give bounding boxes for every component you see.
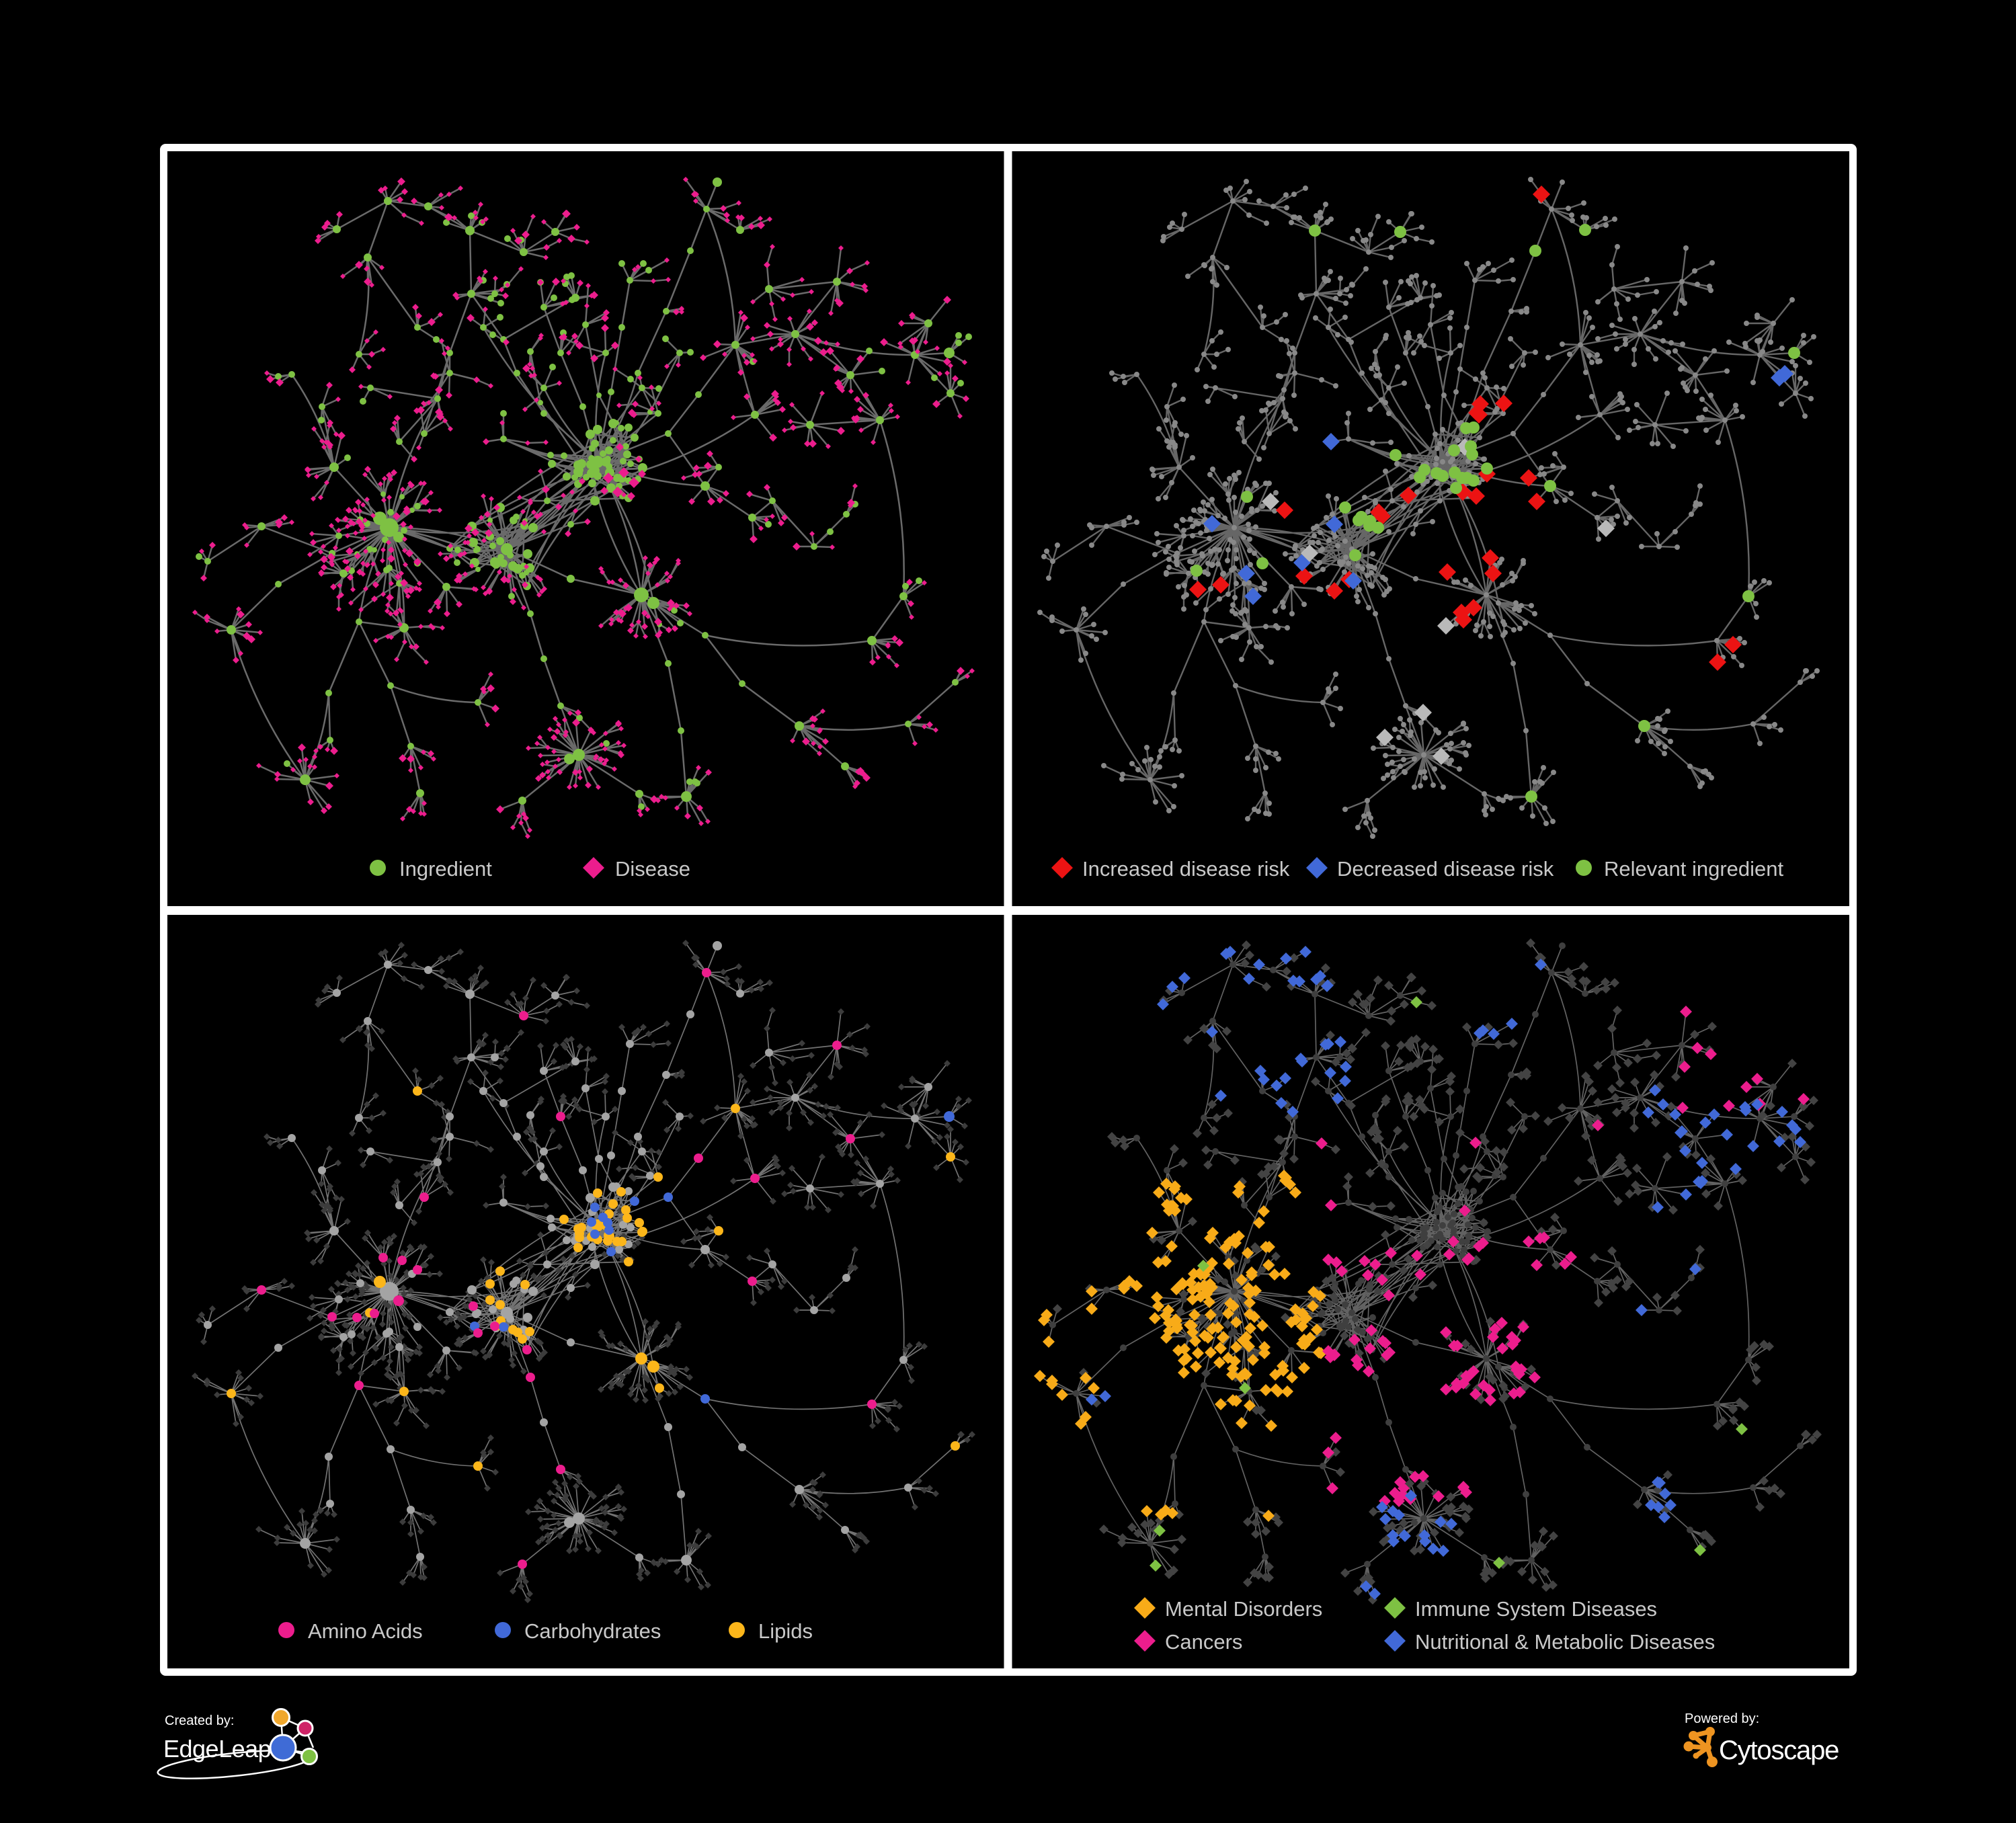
svg-text:Lipids: Lipids bbox=[758, 1619, 813, 1643]
svg-text:Relevant ingredient: Relevant ingredient bbox=[1604, 857, 1784, 881]
svg-text:Immune System Diseases: Immune System Diseases bbox=[1415, 1597, 1657, 1621]
svg-text:Carbohydrates: Carbohydrates bbox=[524, 1619, 661, 1643]
svg-text:Disease: Disease bbox=[615, 857, 690, 881]
svg-text:Ingredient: Ingredient bbox=[399, 857, 492, 881]
svg-text:Cytoscape: Cytoscape bbox=[1719, 1736, 1839, 1765]
svg-text:Powered by:: Powered by: bbox=[1685, 1711, 1759, 1726]
svg-text:Cancers: Cancers bbox=[1165, 1630, 1242, 1654]
svg-text:Decreased disease risk: Decreased disease risk bbox=[1337, 857, 1554, 881]
svg-text:Increased disease risk: Increased disease risk bbox=[1082, 857, 1290, 881]
svg-text:Mental Disorders: Mental Disorders bbox=[1165, 1597, 1322, 1621]
svg-text:Nutritional & Metabolic Diseas: Nutritional & Metabolic Diseases bbox=[1415, 1630, 1715, 1654]
svg-text:Amino Acids: Amino Acids bbox=[308, 1619, 423, 1643]
svg-text:Created by:: Created by: bbox=[165, 1713, 234, 1728]
svg-text:EdgeLeap: EdgeLeap bbox=[163, 1735, 271, 1763]
